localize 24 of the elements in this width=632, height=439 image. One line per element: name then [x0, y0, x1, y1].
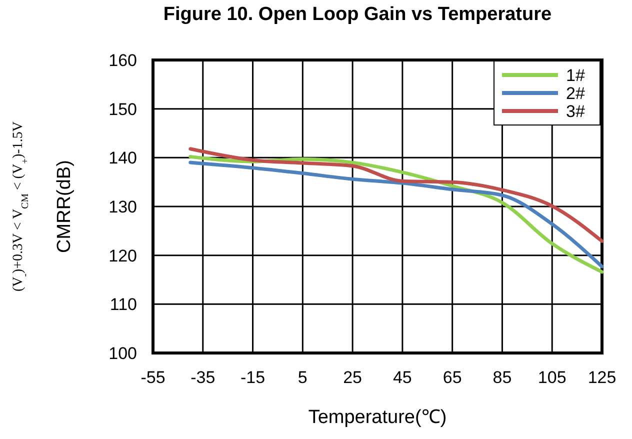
- x-tick-label: -55: [140, 368, 166, 387]
- y-tick-label: 130: [108, 197, 137, 216]
- x-tick-label: 125: [588, 368, 616, 387]
- chart-title: Figure 10. Open Loop Gain vs Temperature: [163, 4, 552, 25]
- legend-label: 2#: [566, 84, 586, 103]
- legend-label: 1#: [566, 66, 586, 85]
- x-tick-label: 25: [343, 368, 362, 387]
- y-axis-title: CMRR(dB): [54, 160, 75, 253]
- x-tick-label: 105: [538, 368, 566, 387]
- x-tick-label: 85: [492, 368, 512, 387]
- x-tick-label: -35: [190, 368, 216, 387]
- x-tick-label: 45: [392, 368, 412, 387]
- y-tick-label: 140: [108, 148, 137, 168]
- y-tick-label: 150: [108, 100, 137, 119]
- line-series: [188, 147, 604, 243]
- x-tick-label: -15: [240, 368, 266, 387]
- y-tick-label: 120: [108, 246, 137, 266]
- y-tick-label: 100: [108, 344, 137, 363]
- y-tick-label: 160: [108, 50, 137, 70]
- y-tick-label: 110: [110, 295, 137, 314]
- x-tick-label: 65: [442, 368, 462, 387]
- x-axis-title: Temperature(℃): [308, 407, 447, 428]
- x-tick-label: 5: [298, 368, 308, 387]
- legend-label: 3#: [566, 102, 586, 121]
